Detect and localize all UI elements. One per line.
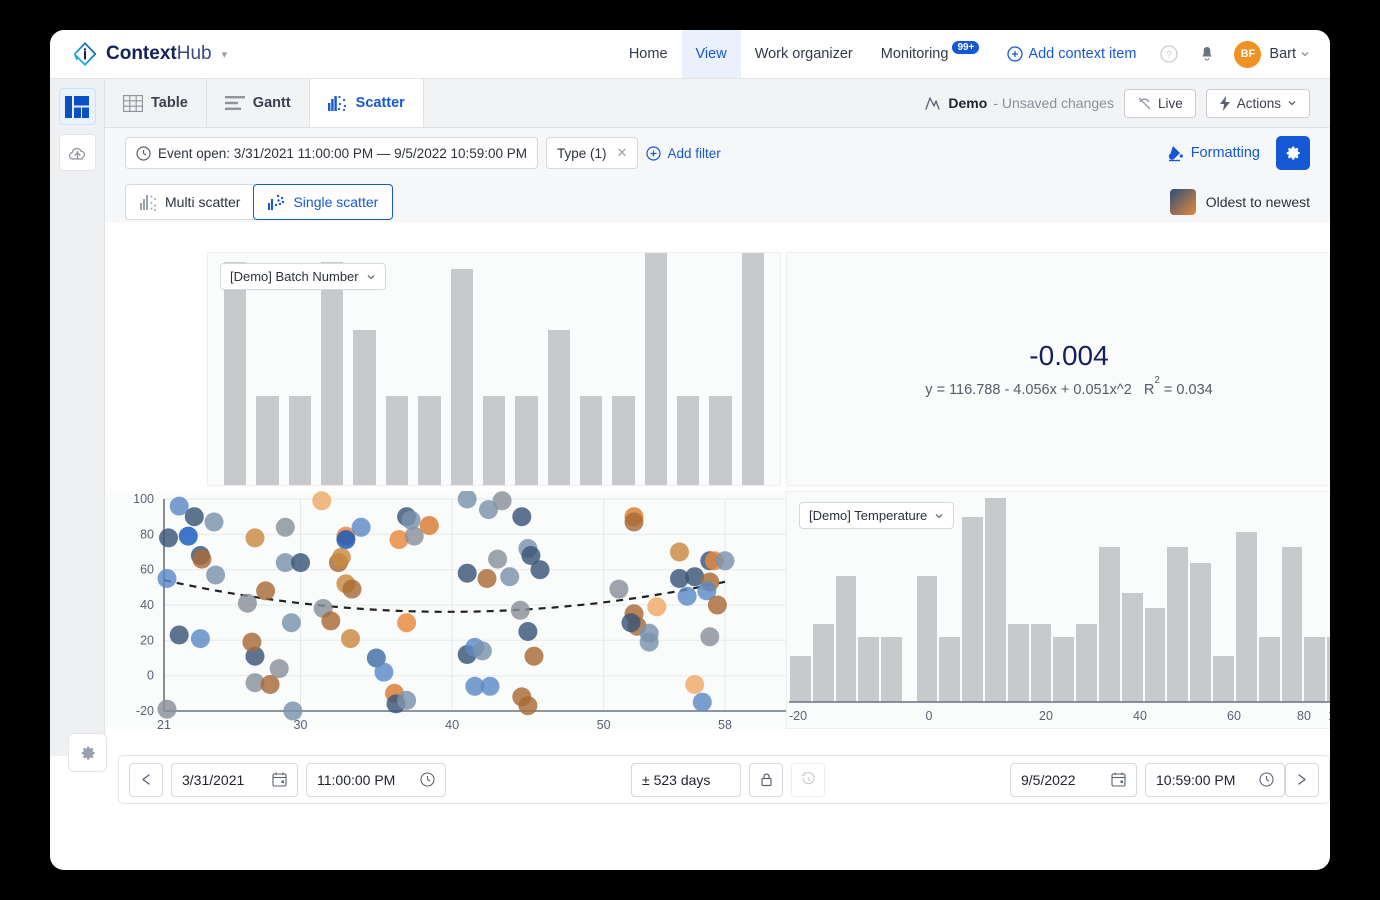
svg-text:50: 50: [597, 718, 611, 729]
svg-text:100: 100: [1328, 709, 1330, 723]
svg-text:100: 100: [133, 492, 154, 506]
svg-text:80: 80: [1297, 709, 1311, 723]
svg-text:60: 60: [140, 563, 154, 577]
svg-text:60: 60: [1227, 709, 1241, 723]
svg-text:40: 40: [140, 598, 154, 612]
svg-text:20: 20: [1039, 709, 1053, 723]
svg-text:58: 58: [718, 718, 732, 729]
svg-text:-20: -20: [789, 709, 807, 723]
svg-text:40: 40: [1133, 709, 1147, 723]
svg-text:80: 80: [140, 527, 154, 541]
svg-text:20: 20: [140, 633, 154, 647]
svg-text:21: 21: [157, 718, 171, 729]
svg-text:0: 0: [926, 709, 933, 723]
svg-text:-20: -20: [136, 704, 154, 718]
svg-text:?: ?: [1167, 50, 1173, 61]
svg-text:40: 40: [445, 718, 459, 729]
svg-text:0: 0: [147, 669, 154, 683]
